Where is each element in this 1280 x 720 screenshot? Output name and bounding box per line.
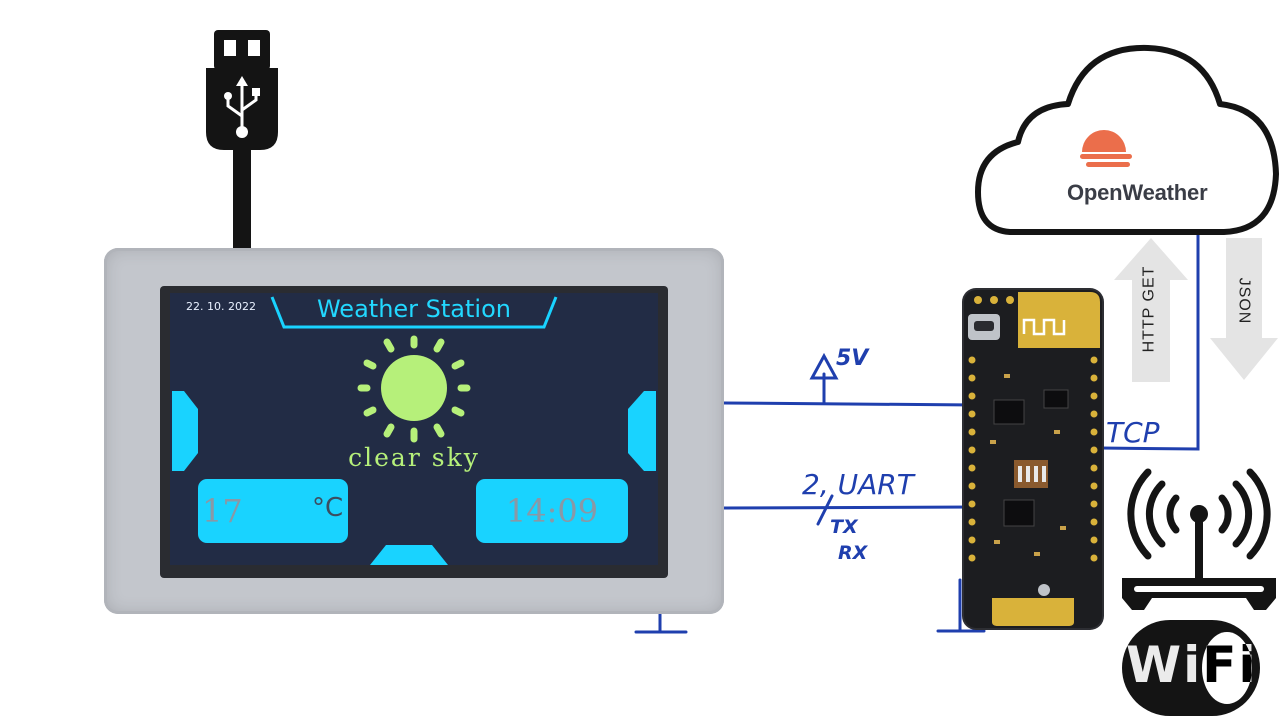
rx-label: RX [838, 542, 868, 564]
uart-wire [722, 505, 978, 510]
title-frame [270, 296, 558, 329]
temperature-panel[interactable]: 17 °C [198, 479, 348, 543]
date-display: 22. 10. 2022 [186, 300, 256, 313]
time-value: 14:09 [505, 492, 599, 530]
wifi-logo-icon [1122, 620, 1260, 716]
tcp-label: TCP [1106, 416, 1160, 449]
power-symbol [809, 352, 839, 405]
power-label: 5V [836, 346, 869, 371]
sun-icon [357, 335, 471, 443]
screen-graphics [172, 296, 656, 565]
wifi-router-icon [1122, 468, 1276, 610]
uart-slash [816, 494, 834, 526]
lcd-screen: 22. 10. 2022 Weather Station clear sky 1… [170, 293, 658, 565]
json-label: JSON [1235, 277, 1253, 325]
cloud-icon [975, 44, 1279, 235]
openweather-logo-icon [1080, 130, 1132, 167]
openweather-brand: OpenWeather [1067, 180, 1208, 205]
temperature-unit: °C [312, 493, 344, 523]
right-nav-tab [628, 391, 656, 471]
ground-display [634, 612, 688, 634]
uart-label: 2, UART [802, 468, 914, 501]
http-get-label: HTTP GET [1140, 265, 1158, 353]
weather-condition: clear sky [348, 443, 480, 472]
tcp-wire [1098, 230, 1200, 451]
arrow-up-icon [1114, 238, 1188, 382]
usb-plug-icon [206, 30, 278, 250]
ground-board [936, 578, 986, 633]
clock-panel[interactable]: 14:09 [476, 479, 628, 543]
wifi-logo-text: WiFi [1126, 636, 1258, 694]
left-nav-tab [172, 391, 198, 471]
bottom-nav-tab [370, 545, 448, 565]
board-details [968, 292, 1100, 626]
station-title: Weather Station [316, 295, 511, 323]
tx-label: TX [830, 516, 858, 538]
power-wire [722, 401, 978, 407]
temperature-value: 17 [202, 492, 243, 530]
arrow-down-icon [1210, 238, 1278, 380]
